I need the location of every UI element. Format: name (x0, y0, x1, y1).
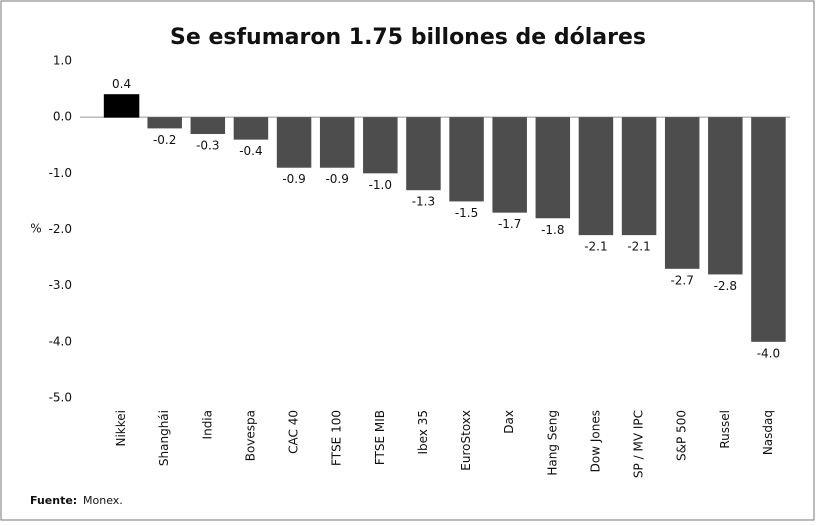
bar (363, 117, 398, 174)
y-tick-label: -2.0 (49, 222, 72, 236)
data-label: -0.9 (282, 172, 305, 186)
x-tick-label: FTSE 100 (330, 410, 344, 466)
x-tick-label: EuroStoxx (459, 410, 473, 471)
x-tick-label: FTSE MIB (373, 410, 387, 465)
data-label: 0.4 (112, 77, 131, 91)
bar (319, 117, 355, 168)
y-tick-label: 1.0 (53, 54, 72, 68)
bar (492, 117, 527, 213)
chart-title: Se esfumaron 1.75 billones de dólares (170, 25, 646, 50)
x-tick-label: India (200, 410, 214, 439)
bar (276, 117, 312, 168)
y-tick-label: -3.0 (49, 278, 72, 292)
x-tick-label: SP / MV IPC (632, 410, 646, 478)
y-tick-label: 0.0 (53, 110, 72, 124)
bar (406, 117, 441, 191)
source: Monex. (83, 494, 123, 507)
x-tick-label: Russel (718, 410, 732, 449)
x-tick-label: Dow Jones (588, 410, 602, 472)
y-tick-label: -1.0 (49, 166, 72, 180)
data-label: -4.0 (757, 346, 780, 360)
bar (708, 117, 743, 275)
data-label: -1.5 (455, 206, 478, 220)
x-tick-label: S&P 500 (675, 410, 689, 461)
bar (233, 117, 269, 140)
data-label: -1.3 (412, 195, 435, 209)
data-label: -0.2 (153, 133, 176, 147)
data-label: -2.1 (584, 240, 607, 254)
source-label: Fuente: (30, 494, 77, 507)
y-tick-label: -5.0 (49, 391, 72, 405)
data-label: -1.0 (369, 178, 392, 192)
data-label: -0.9 (325, 172, 348, 186)
x-tick-label: Dax (502, 410, 516, 434)
bar (751, 117, 786, 342)
data-label: -0.4 (239, 144, 262, 158)
bar (535, 117, 571, 219)
bar (449, 117, 484, 202)
data-label: -1.8 (541, 223, 564, 237)
x-tick-label: Nasdaq (761, 410, 775, 455)
data-label: -2.1 (627, 240, 650, 254)
y-axis-label: % (30, 222, 41, 236)
bar (103, 94, 140, 118)
x-tick-label: Nikkei (114, 410, 128, 447)
data-label: -0.3 (196, 139, 219, 153)
bar (578, 117, 614, 236)
bar (621, 117, 657, 236)
bar (147, 117, 182, 129)
x-tick-label: Shanghái (157, 410, 171, 466)
bar (664, 117, 700, 269)
data-label: -2.7 (670, 273, 693, 287)
data-label: -1.7 (498, 217, 521, 231)
y-tick-label: -4.0 (49, 334, 72, 348)
x-tick-label: CAC 40 (287, 410, 301, 454)
x-tick-label: Ibex 35 (416, 410, 430, 455)
x-tick-label: Hang Seng (545, 410, 559, 476)
data-label: -2.8 (714, 279, 737, 293)
bar (190, 117, 226, 135)
x-tick-label: Bovespa (243, 410, 257, 461)
